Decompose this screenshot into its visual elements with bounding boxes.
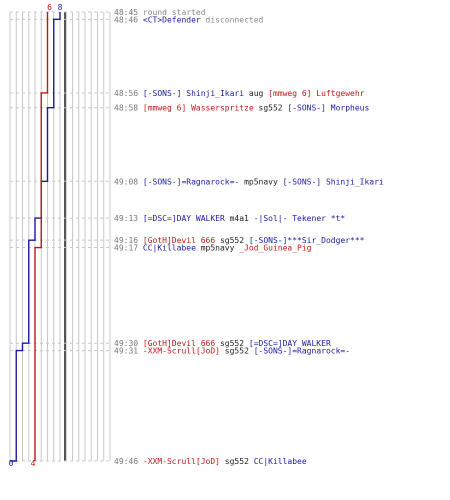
ct-start-count: 8	[58, 3, 63, 12]
event-time: 49:08	[114, 177, 143, 186]
ct-end-count: 0	[9, 459, 14, 468]
weapon-name: sg552	[259, 104, 288, 113]
t-start-count: 6	[47, 3, 52, 12]
killer-name: [GotH]Devil 666	[143, 236, 220, 245]
event-time: 49:30	[114, 339, 143, 348]
event-row: 49:30 [GotH]Devil 666 sg552 [=DSC=]DAY W…	[114, 339, 331, 348]
event-time: 48:58	[114, 104, 143, 113]
weapon-name: sg552	[225, 457, 254, 466]
ct-alive-line	[10, 12, 61, 462]
weapon-name: sg552	[225, 347, 254, 356]
event-time: 48:45	[114, 8, 143, 17]
event-message: round started	[143, 8, 206, 17]
victim-name: -|Sol|- Tekener *t*	[254, 214, 346, 223]
event-actor: <CT>Defender	[143, 15, 206, 24]
event-row: 49:08 [-SONS-]=Ragnarock=- mp5navy [-SON…	[114, 177, 384, 186]
event-row: 49:46 -XXM-Scrull[JoD] sg552 CC|Killabee	[114, 457, 307, 466]
event-time: 48:56	[114, 89, 143, 98]
killer-name: [GotH]Devil 666	[143, 339, 220, 348]
weapon-name: m4a1	[230, 214, 254, 223]
victim-name: [-SONS-] Morpheus	[287, 104, 369, 113]
victim-name: [=DSC=]DAY WALKER	[249, 339, 331, 348]
event-time: 49:16	[114, 236, 143, 245]
event-row: 49:31 -XXM-Scrull[JoD] sg552 [-SONS-]=Ra…	[114, 347, 350, 356]
event-row: 49:16 [GotH]Devil 666 sg552 [-SONS-]***S…	[114, 236, 365, 245]
killer-name: [mmweg 6] Wasserspritze	[143, 104, 259, 113]
killer-name: [=DSC=]DAY WALKER	[143, 214, 230, 223]
event-row: 48:46 <CT>Defender disconnected	[114, 15, 264, 24]
victim-name: [-SONS-]***Sir_Dodger***	[249, 236, 365, 245]
event-time: 49:31	[114, 347, 143, 356]
weapon-name: mp5navy	[201, 244, 240, 253]
weapon-name: sg552	[220, 339, 249, 348]
event-row: 49:17 CC|Killabee mp5navy _Jod_Guinea_Pi…	[114, 244, 312, 253]
lane-grid	[9, 12, 111, 461]
victim-name: [-SONS-] Shinji_Ikari	[283, 177, 384, 186]
event-row: 48:58 [mmweg 6] Wasserspritze sg552 [-SO…	[114, 104, 369, 113]
event-time: 49:13	[114, 214, 143, 223]
victim-name: _Jod_Guinea_Pig	[239, 244, 311, 253]
weapon-name: sg552	[220, 236, 249, 245]
event-message: disconnected	[206, 15, 264, 24]
t-end-count: 4	[31, 459, 36, 468]
killer-name: [-SONS-]=Ragnarock=-	[143, 177, 244, 186]
killer-name: CC|Killabee	[143, 244, 201, 253]
weapon-name: aug	[249, 89, 268, 98]
t-alive-line	[34, 12, 49, 461]
victim-name: CC|Killabee	[254, 457, 307, 466]
victim-name: [mmweg 6] Luftgewehr	[268, 89, 365, 98]
event-row: 48:56 [-SONS-] Shinji_Ikari aug [mmweg 6…	[114, 89, 365, 98]
victim-name: [-SONS-]=Ragnarock=-	[254, 347, 350, 356]
killer-name: -XXM-Scrull[JoD]	[143, 457, 225, 466]
killer-name: [-SONS-] Shinji_Ikari	[143, 89, 249, 98]
weapon-name: mp5navy	[244, 177, 283, 186]
event-time: 48:46	[114, 15, 143, 24]
event-time: 49:17	[114, 244, 143, 253]
event-time: 49:46	[114, 457, 143, 466]
killer-name: -XXM-Scrull[JoD]	[143, 347, 225, 356]
event-row: 49:13 [=DSC=]DAY WALKER m4a1 -|Sol|- Tek…	[114, 214, 345, 223]
event-row: 48:45 round started	[114, 8, 206, 17]
